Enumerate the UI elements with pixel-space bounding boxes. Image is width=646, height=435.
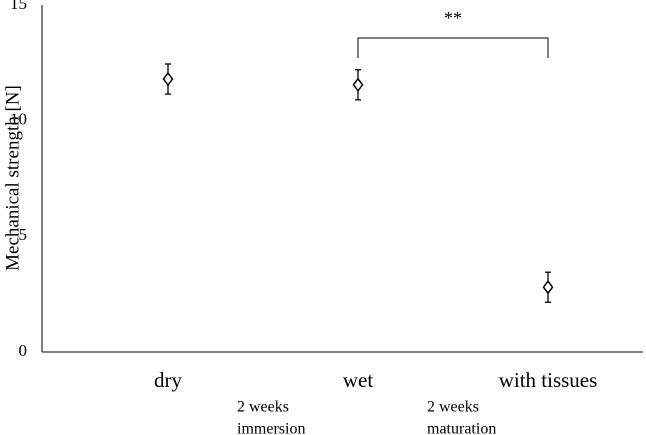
annotation: immersion <box>237 421 305 435</box>
x-tick-label: with tissues <box>499 368 598 392</box>
significance-label: ** <box>444 8 462 28</box>
marker <box>352 77 364 93</box>
annotation: maturation <box>427 421 496 435</box>
x-tick-label: wet <box>343 368 373 392</box>
annotation: 2 weeks <box>237 399 289 416</box>
y-tick-label: 10 <box>10 110 27 129</box>
significance-bracket <box>357 37 549 58</box>
y-tick-label: 0 <box>19 341 28 360</box>
x-tick-label: dry <box>154 368 182 392</box>
annotation: 2 weeks <box>427 399 479 416</box>
y-tick-label: 5 <box>19 225 28 244</box>
y-tick-label: 15 <box>10 0 27 13</box>
y-axis-title: Mechanical strength [N] <box>2 85 23 271</box>
marker <box>542 279 554 295</box>
marker <box>162 71 174 87</box>
